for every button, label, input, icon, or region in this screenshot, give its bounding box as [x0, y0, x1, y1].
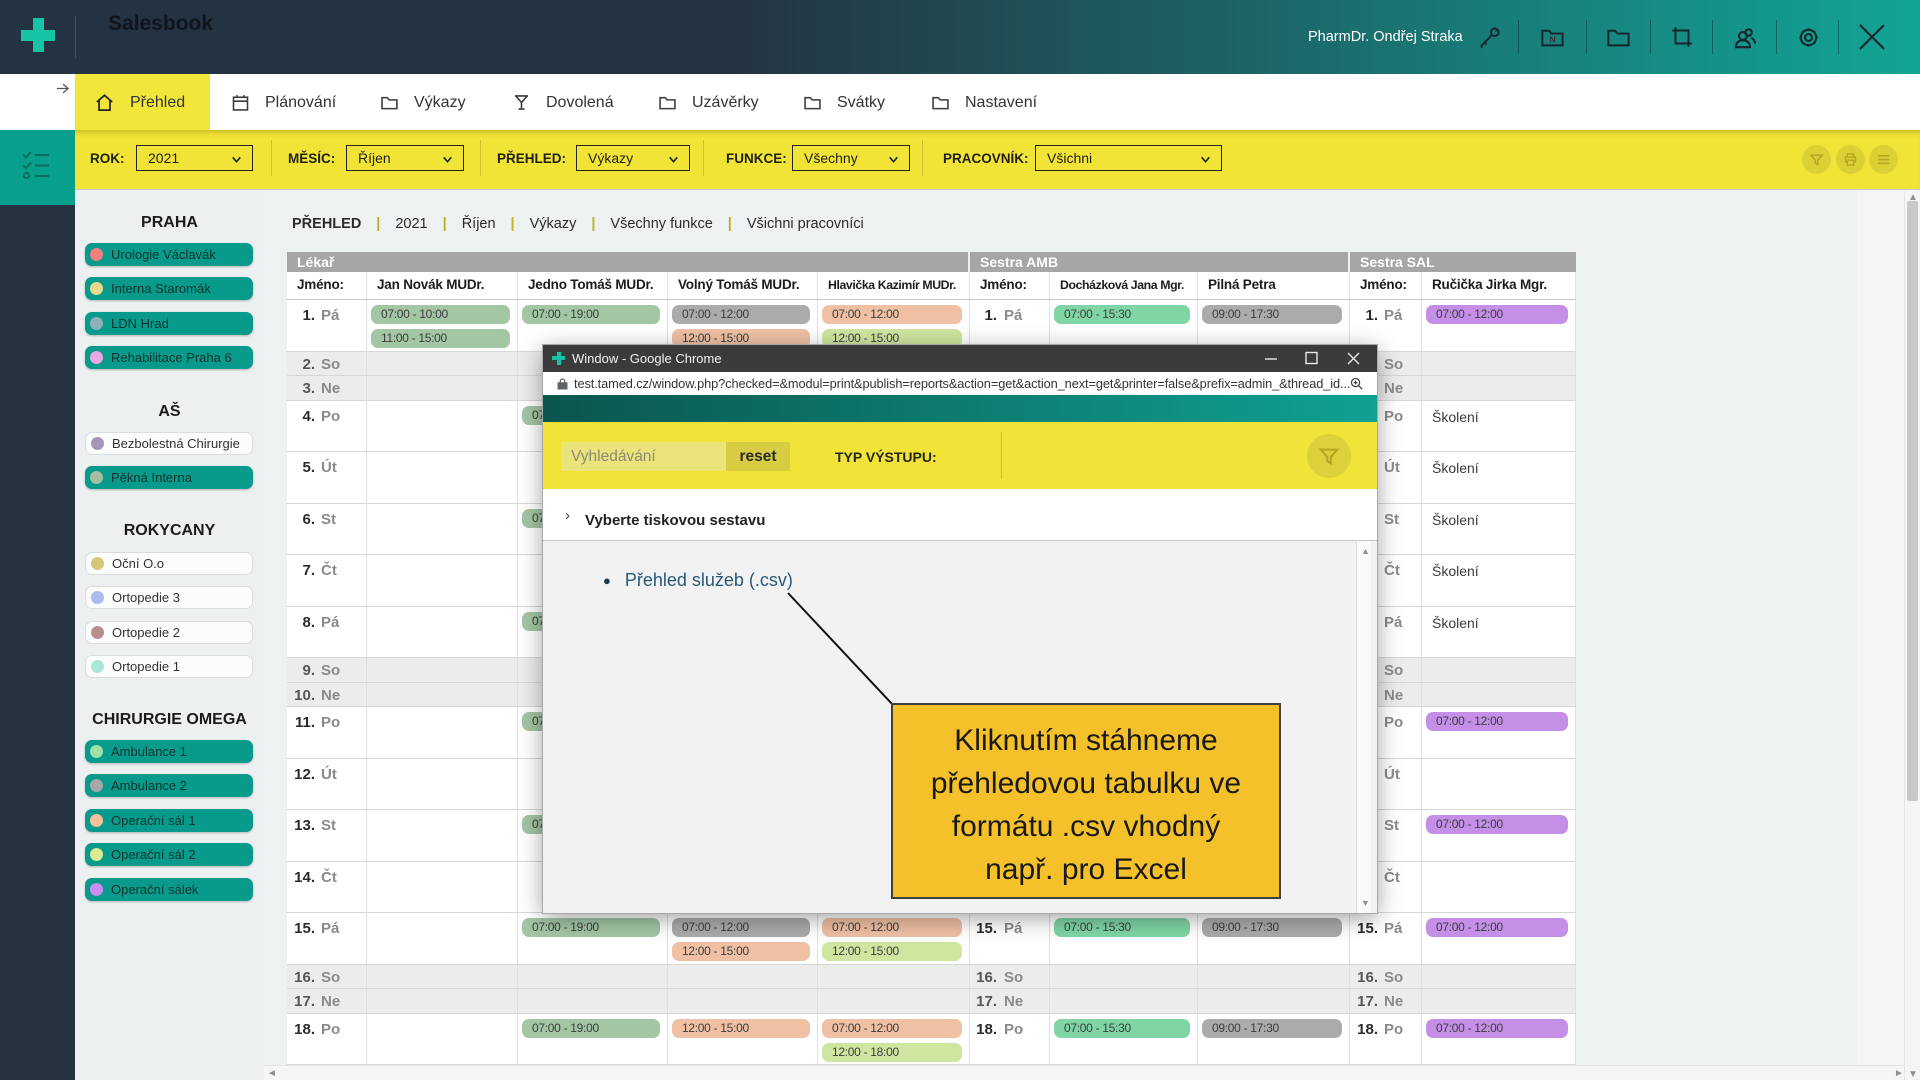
svg-text:N: N — [1549, 34, 1555, 44]
